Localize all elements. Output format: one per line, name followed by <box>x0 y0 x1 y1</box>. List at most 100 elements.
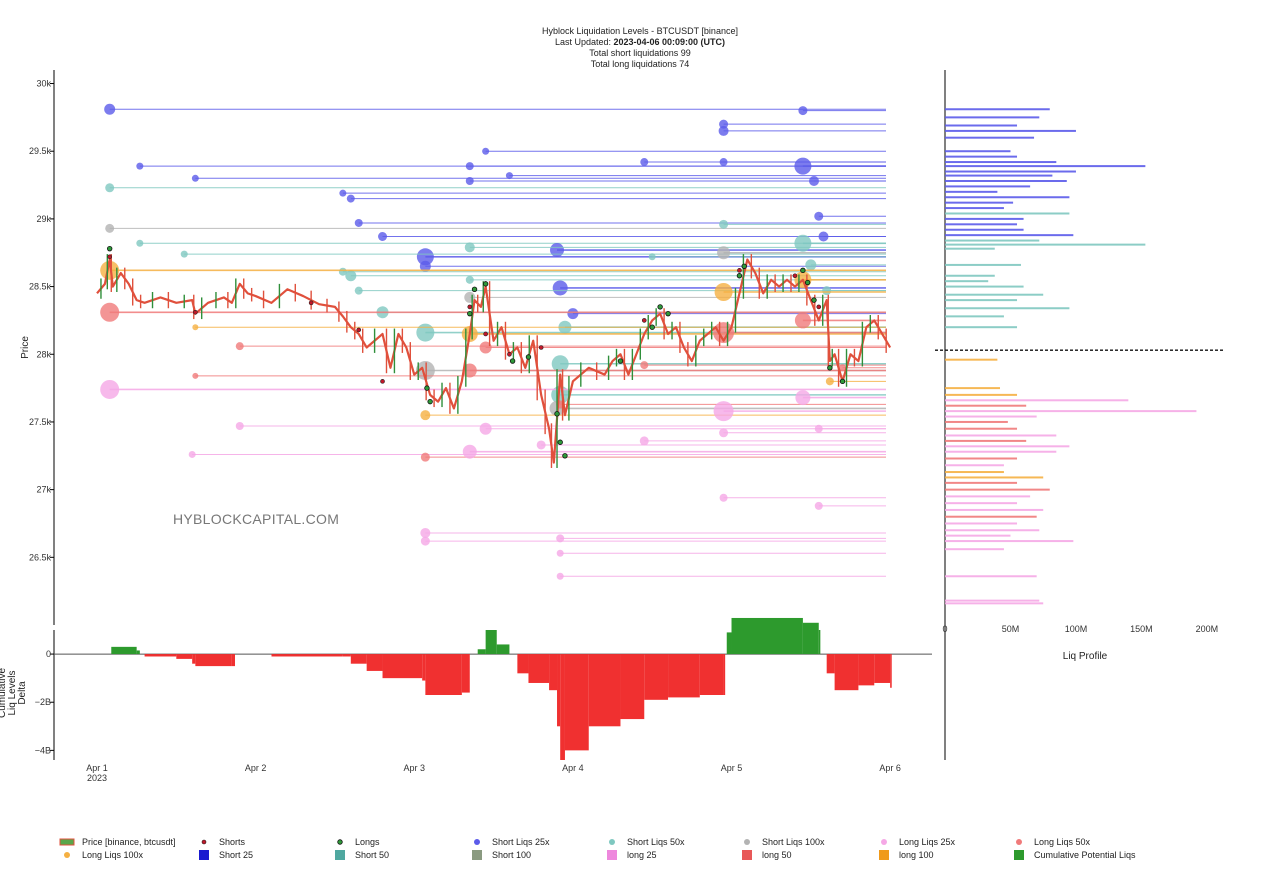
delta-area-segment <box>549 654 558 691</box>
liq-level-bubble <box>105 223 115 233</box>
delta-area-segment <box>111 646 137 655</box>
delta-area-segment <box>485 630 497 655</box>
liq-level-bubble <box>567 308 579 320</box>
delta-area-segment <box>802 622 819 655</box>
liq-level-bubble <box>551 355 569 373</box>
legend-item[interactable]: Short 25 <box>199 850 253 860</box>
legend-item[interactable]: long 25 <box>607 850 657 860</box>
price-line <box>96 258 892 464</box>
liq-level-bubble <box>235 342 244 351</box>
longs-marker <box>525 354 532 360</box>
liq-level-bubble <box>713 322 735 344</box>
profile-bar <box>945 116 1040 119</box>
legend-item[interactable]: Cumulative Potential Liqs <box>1014 850 1136 860</box>
last-updated-value: 2023-04-06 00:09:00 (UTC) <box>613 37 725 47</box>
delta-area-segment <box>699 654 724 695</box>
liq-level-bubble <box>550 243 565 258</box>
shorts-marker <box>483 331 488 337</box>
liq-level-bubble <box>640 361 649 370</box>
legend-item[interactable]: Shorts <box>201 837 246 847</box>
liq-level-bubble <box>464 242 475 253</box>
long-liquidations-total: Total long liquidations 74 <box>591 59 690 69</box>
watermark: HYBLOCKCAPITAL.COM <box>173 511 339 527</box>
liq-level-bubble <box>794 312 811 329</box>
liq-level-bubble <box>180 250 188 258</box>
legend-item-label: Price [binance, btcusdt] <box>82 837 176 847</box>
liq-level-bubble <box>100 302 120 322</box>
legend-item[interactable]: long 50 <box>742 850 792 860</box>
delta-area-segment <box>192 654 196 664</box>
profile-bar <box>945 274 995 277</box>
legend-item[interactable]: Short 100 <box>472 850 531 860</box>
liq-level-bubble <box>795 390 811 406</box>
delta-y-tick-label: −4B <box>35 745 51 755</box>
profile-bar <box>945 415 1037 418</box>
liq-level-bubble <box>818 231 829 242</box>
profile-bar <box>945 410 1197 413</box>
delta-area-segment <box>366 654 383 671</box>
profile-bar <box>945 161 1057 164</box>
delta-plot-area: 0 −2B −4B CumulativeLiq LevelsDelta Apr 1202… <box>0 617 932 783</box>
profile-bar <box>945 540 1074 543</box>
legend-item[interactable]: Long Liqs 25x <box>881 837 956 847</box>
longs-marker <box>467 310 473 317</box>
price-legend-swatch <box>59 838 75 846</box>
liq-level-bubble <box>354 286 363 295</box>
profile-bar <box>945 108 1050 111</box>
liq-level-bubble <box>100 260 120 280</box>
profile-x-tick-label: 0 <box>942 624 947 634</box>
delta-area-segment <box>496 644 510 655</box>
shorts-marker <box>641 318 647 323</box>
liq-level-bubble <box>798 106 808 116</box>
liq-level-bubble <box>714 283 733 301</box>
short100-legend-swatch <box>744 839 750 845</box>
shorts-legend-swatch <box>201 839 207 845</box>
delta-area-segment <box>461 654 470 693</box>
liq-level-bubble <box>482 147 490 155</box>
liq-level-bubble <box>719 119 729 129</box>
legend-item[interactable]: Short Liqs 100x <box>744 837 825 847</box>
legend-item-label: long 50 <box>762 850 792 860</box>
profile-bar <box>945 534 1011 537</box>
legend-item[interactable]: Longs <box>337 837 380 847</box>
profile-bar <box>945 387 1000 390</box>
longs-marker <box>665 310 671 317</box>
liq-level-bubble <box>346 194 355 203</box>
legend-item-label: Long Liqs 25x <box>899 837 956 847</box>
profile-bar <box>945 476 1044 479</box>
delta-y-tick-label: 0 <box>46 649 51 659</box>
legend-item[interactable]: Long Liqs 100x <box>64 850 144 860</box>
delta-area-segment <box>557 654 561 727</box>
longs-marker <box>657 304 663 310</box>
delta-area-segment <box>528 654 550 683</box>
liq-level-bubble <box>794 234 812 252</box>
delta-area-segment <box>620 654 645 720</box>
long50-legend-swatch <box>1016 839 1022 845</box>
profile-bar <box>945 307 1070 310</box>
legend-item[interactable]: Price [binance, btcusdt] <box>59 837 176 847</box>
liq-level-bubble <box>191 174 199 182</box>
delta-area-segment <box>422 654 426 681</box>
legend-item[interactable]: Short Liqs 50x <box>609 837 685 847</box>
x-tick-label: Apr 2 <box>245 763 267 773</box>
profile-bar <box>945 315 1004 318</box>
liq-level-bubble <box>719 428 729 438</box>
profile-bar <box>945 129 1076 132</box>
delta-y-axis-label: CumulativeLiq LevelsDelta <box>0 668 28 718</box>
liq-level-bubble <box>556 549 564 557</box>
profile-x-tick-label: 100M <box>1065 624 1088 634</box>
last-updated: Last Updated: 2023-04-06 00:09:00 (UTC) <box>555 37 725 47</box>
liq-level-bubble <box>465 177 474 185</box>
legend-item[interactable]: Long Liqs 50x <box>1016 837 1091 847</box>
legend-item[interactable]: Short 50 <box>335 850 389 860</box>
legend-item-label: Short 50 <box>355 850 389 860</box>
delta-area-segment <box>726 632 732 655</box>
longs-marker <box>804 279 811 286</box>
longs-marker <box>617 358 624 364</box>
short50-legend-swatch <box>609 839 615 845</box>
profile-bar <box>945 471 1004 474</box>
shorts-marker <box>737 268 742 273</box>
legend-item[interactable]: long 100 <box>879 850 934 860</box>
legend-item[interactable]: Short Liqs 25x <box>474 837 550 847</box>
legend[interactable]: Price [binance, btcusdt] Shorts Longs Short… <box>59 837 1136 860</box>
